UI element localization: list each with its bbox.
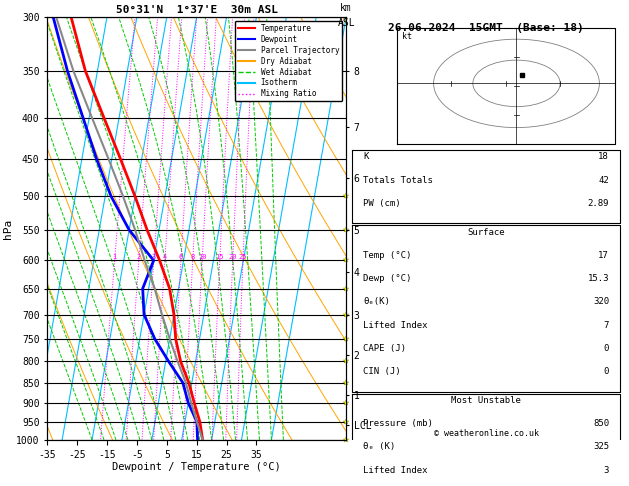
Text: km: km — [340, 3, 352, 13]
Text: 0: 0 — [604, 344, 609, 353]
Text: 3: 3 — [152, 255, 156, 260]
Text: Surface: Surface — [467, 227, 505, 237]
Text: θₑ(K): θₑ(K) — [363, 297, 390, 306]
Text: 26.06.2024  15GMT  (Base: 18): 26.06.2024 15GMT (Base: 18) — [388, 23, 584, 34]
Text: 17: 17 — [598, 251, 609, 260]
Text: © weatheronline.co.uk: © weatheronline.co.uk — [433, 429, 538, 438]
Title: 50°31'N  1°37'E  30m ASL: 50°31'N 1°37'E 30m ASL — [116, 5, 277, 15]
Legend: Temperature, Dewpoint, Parcel Trajectory, Dry Adiabat, Wet Adiabat, Isotherm, Mi: Temperature, Dewpoint, Parcel Trajectory… — [235, 21, 342, 102]
Text: K: K — [363, 152, 369, 161]
Text: Temp (°C): Temp (°C) — [363, 251, 411, 260]
Text: 2: 2 — [136, 255, 141, 260]
Text: Totals Totals: Totals Totals — [363, 175, 433, 185]
Text: 325: 325 — [593, 442, 609, 451]
Text: 6: 6 — [179, 255, 183, 260]
Text: 320: 320 — [593, 297, 609, 306]
Text: 850: 850 — [593, 419, 609, 428]
Text: 8: 8 — [191, 255, 195, 260]
Text: 7: 7 — [604, 321, 609, 330]
Text: CAPE (J): CAPE (J) — [363, 344, 406, 353]
Text: 15.3: 15.3 — [587, 274, 609, 283]
Text: 4: 4 — [163, 255, 167, 260]
Text: ASL: ASL — [337, 17, 355, 28]
Text: 10: 10 — [198, 255, 206, 260]
Text: 18: 18 — [598, 152, 609, 161]
Text: 15: 15 — [216, 255, 224, 260]
Text: 25: 25 — [238, 255, 247, 260]
Text: 42: 42 — [598, 175, 609, 185]
Text: 20: 20 — [228, 255, 237, 260]
Text: Most Unstable: Most Unstable — [451, 396, 521, 405]
Text: θₑ (K): θₑ (K) — [363, 442, 395, 451]
Text: PW (cm): PW (cm) — [363, 199, 401, 208]
Text: Dewp (°C): Dewp (°C) — [363, 274, 411, 283]
Text: 3: 3 — [604, 466, 609, 475]
Text: Lifted Index: Lifted Index — [363, 466, 428, 475]
Text: 1: 1 — [113, 255, 117, 260]
X-axis label: Dewpoint / Temperature (°C): Dewpoint / Temperature (°C) — [113, 462, 281, 472]
Text: 2.89: 2.89 — [587, 199, 609, 208]
Text: 0: 0 — [604, 367, 609, 376]
Text: Pressure (mb): Pressure (mb) — [363, 419, 433, 428]
Text: Lifted Index: Lifted Index — [363, 321, 428, 330]
Text: CIN (J): CIN (J) — [363, 367, 401, 376]
Y-axis label: hPa: hPa — [3, 218, 13, 239]
Text: kt: kt — [402, 32, 412, 41]
